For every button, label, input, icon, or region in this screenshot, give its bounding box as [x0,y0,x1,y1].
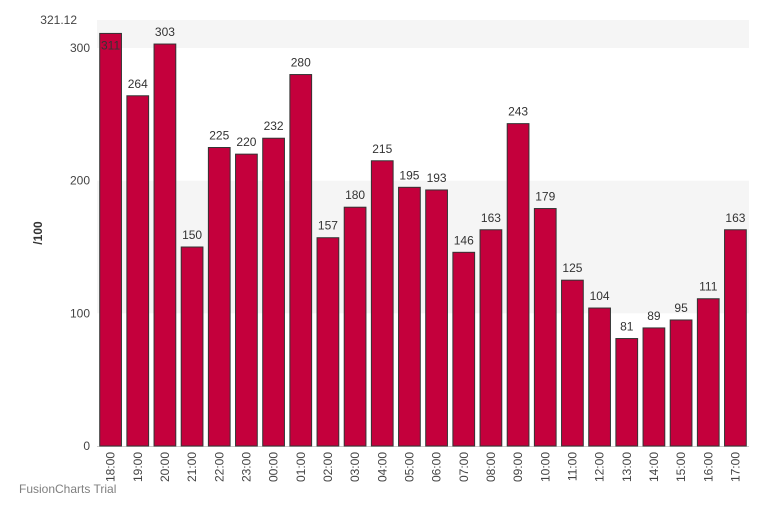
x-axis-ticks: 18:00 19:00 20:00 21:00 22:00 23:00 00:00 01:00… [104,452,743,482]
data-label: 215 [372,142,392,156]
x-tick-label: 14:00 [647,452,661,482]
bar-00:00[interactable] [262,137,285,447]
data-label: 111 [699,280,718,294]
y-tick-label: 200 [70,174,90,188]
grid-band [97,20,749,49]
bar-07:00[interactable] [452,251,476,447]
bar-08:00[interactable] [479,229,503,447]
bar-17:00[interactable] [724,229,747,447]
bar-16:00[interactable] [696,298,720,447]
data-label: 81 [620,320,634,334]
data-label: 95 [674,301,688,315]
x-tick-label: 01:00 [294,452,308,482]
bar-23:00[interactable] [235,153,258,447]
y-tick-label: 100 [70,306,90,320]
bar-15:00[interactable] [669,319,693,447]
x-tick-label: 06:00 [430,452,444,482]
data-label: 232 [264,119,284,133]
bar-11:00[interactable] [561,279,584,447]
x-tick-label: 16:00 [701,452,715,482]
data-label: 280 [291,56,311,70]
data-label: 179 [535,190,555,204]
data-label: 163 [481,211,501,225]
x-tick-label: 18:00 [104,452,118,482]
data-label: 311 [101,38,120,52]
x-tick-label: 23:00 [239,452,253,482]
data-label: 195 [399,168,419,182]
x-tick-label: 07:00 [457,452,471,482]
x-tick-label: 04:00 [375,452,389,482]
y-tick-label: 300 [70,41,90,55]
data-label: 157 [318,219,338,233]
bar-05:00[interactable] [398,186,421,447]
bar-01:00[interactable] [289,74,313,447]
data-label: 193 [427,171,447,185]
x-tick-label: 03:00 [348,452,362,482]
y-axis-ticks: 0 100 200 300 321.12 [40,13,90,453]
trial-watermark: FusionCharts Trial [19,482,117,496]
data-label: 180 [345,188,365,202]
x-tick-label: 19:00 [131,452,145,482]
bar-18:00[interactable] [99,32,122,447]
bar-19:00[interactable] [126,95,150,447]
x-tick-label: 00:00 [267,452,281,482]
y-tick-label: 0 [83,439,90,453]
bar-13:00[interactable] [615,338,639,447]
bar-09:00[interactable] [506,123,530,447]
bar-22:00[interactable] [207,147,231,447]
x-tick-label: 09:00 [511,452,525,482]
data-label: 125 [562,261,582,275]
x-tick-label: 10:00 [538,452,552,482]
data-label: 150 [182,228,202,242]
data-label: 303 [155,25,175,39]
x-tick-label: 15:00 [674,452,688,482]
data-label: 264 [128,77,148,91]
x-tick-label: 17:00 [728,452,742,482]
data-label: 163 [725,211,745,225]
data-label: 104 [590,289,610,303]
data-label: 243 [508,105,528,119]
data-label: 220 [236,135,256,149]
grid-band [97,180,749,314]
bars [99,32,747,447]
x-tick-label: 21:00 [185,452,199,482]
bar-04:00[interactable] [370,160,394,447]
grid-bands [97,20,749,314]
x-tick-label: 05:00 [402,452,416,482]
x-tick-label: 11:00 [565,452,579,481]
bar-21:00[interactable] [180,246,204,447]
x-tick-label: 13:00 [620,452,634,482]
bar-12:00[interactable] [588,307,611,447]
bar-20:00[interactable] [153,43,177,447]
x-tick-label: 08:00 [484,452,498,482]
bar-02:00[interactable] [316,237,340,447]
x-tick-label: 22:00 [212,452,226,482]
x-tick-label: 12:00 [593,452,607,482]
bar-10:00[interactable] [533,208,557,447]
bar-03:00[interactable] [343,206,367,447]
bar-14:00[interactable] [642,327,666,447]
x-tick-label: 02:00 [321,452,335,482]
y-max-label: 321.12 [40,13,77,27]
data-label: 89 [647,309,661,323]
x-tick-label: 20:00 [158,452,172,482]
data-labels: 311 264 303 150 225 220 232 280 157 180 215 195 193 1… [101,25,746,334]
data-label: 146 [454,233,474,247]
bar-06:00[interactable] [425,189,448,447]
y-axis-title: /100 [31,221,45,245]
data-label: 225 [209,129,229,143]
